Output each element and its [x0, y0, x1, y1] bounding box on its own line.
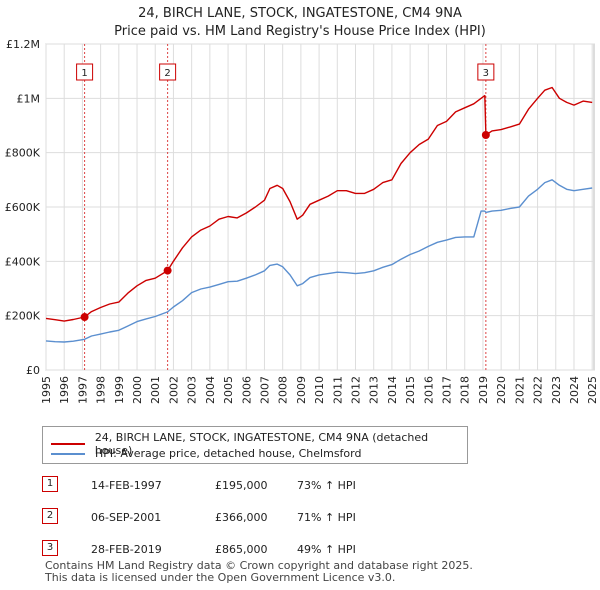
x-tick-label: 2025	[586, 376, 599, 404]
hpi-line	[45, 179, 593, 343]
price-chart: £0 £200K £400K £600K £800K £1M £1.2M 1995 1996 19…	[5, 38, 599, 404]
sale-date: 28-FEB-2019	[91, 543, 162, 556]
table-row: 3 28-FEB-2019 £865,000 49% ↑ HPI	[42, 538, 462, 570]
x-tick-label: 1995	[40, 376, 53, 404]
x-tick-label: 2013	[368, 376, 381, 404]
x-tick-label: 2024	[568, 376, 581, 404]
x-tick-label: 2017	[441, 376, 454, 404]
sale-marker-label: 3	[483, 68, 489, 79]
x-tick-label: 1998	[95, 376, 108, 404]
x-tick-label: 1996	[58, 376, 71, 404]
legend-swatch-hpi	[51, 452, 85, 455]
sale-number-badge: 1	[42, 476, 58, 492]
sale-marker-label: 1	[81, 68, 87, 79]
x-tick-label: 1997	[76, 376, 89, 404]
chart-subtitle: Price paid vs. HM Land Registry's House …	[114, 24, 486, 39]
x-tick-label: 2002	[167, 376, 180, 404]
x-tick-label: 2000	[131, 376, 144, 404]
legend-label-property: 24, BIRCH LANE, STOCK, INGATESTONE, CM4 …	[94, 431, 429, 457]
sale-marker-label: 2	[164, 68, 170, 79]
y-tick-label: £800K	[5, 147, 41, 160]
y-tick-label: £1M	[17, 92, 41, 105]
sale-hpi-diff: 73% ↑ HPI	[297, 479, 356, 492]
x-tick-label: 2005	[222, 376, 235, 404]
x-tick-label: 2007	[258, 376, 271, 404]
x-tick-label: 2019	[477, 376, 490, 404]
x-tick-label: 2009	[295, 376, 308, 404]
table-row: 1 14-FEB-1997 £195,000 73% ↑ HPI	[42, 474, 462, 506]
x-tick-label: 2004	[204, 376, 217, 404]
legend-item-hpi: HPI: Average price, detached house, Chel…	[51, 447, 361, 460]
sale-price: £195,000	[215, 479, 268, 492]
sale-number-badge: 2	[42, 508, 58, 524]
footer-licence: This data is licensed under the Open Gov…	[45, 571, 396, 584]
sales-table: 1 14-FEB-1997 £195,000 73% ↑ HPI 2 06-SE…	[42, 474, 462, 570]
x-tick-label: 2023	[550, 376, 563, 404]
y-tick-label: £600K	[5, 201, 41, 214]
table-row: 2 06-SEP-2001 £366,000 71% ↑ HPI	[42, 506, 462, 538]
sale-marker-box	[159, 63, 177, 81]
legend-item-property: 24, BIRCH LANE, STOCK, INGATESTONE, CM4 …	[51, 431, 467, 457]
property-price-line	[45, 86, 593, 322]
legend: 24, BIRCH LANE, STOCK, INGATESTONE, CM4 …	[42, 426, 468, 464]
chart-title: 24, BIRCH LANE, STOCK, INGATESTONE, CM4 …	[138, 6, 462, 21]
sale-date: 06-SEP-2001	[91, 511, 162, 524]
x-tick-label: 2006	[240, 376, 253, 404]
x-tick-label: 1999	[113, 376, 126, 404]
sale-marker-box	[76, 63, 94, 81]
y-tick-label: £200K	[5, 310, 41, 323]
sale-marker-box	[477, 63, 495, 81]
x-tick-label: 2003	[186, 376, 199, 404]
y-tick-label: £400K	[5, 255, 41, 268]
legend-label-hpi: HPI: Average price, detached house, Chel…	[95, 447, 362, 460]
x-tick-label: 2014	[386, 376, 399, 404]
y-tick-label: £1.2M	[6, 38, 40, 51]
sale-number-badge: 3	[42, 540, 58, 556]
x-tick-label: 2016	[422, 376, 435, 404]
x-tick-label: 2008	[277, 376, 290, 404]
x-tick-label: 2022	[532, 376, 545, 404]
x-tick-label: 2012	[350, 376, 363, 404]
legend-swatch-property	[51, 443, 85, 445]
sale-price: £865,000	[215, 543, 268, 556]
sale-point	[80, 313, 89, 322]
footer: Contains HM Land Registry data © Crown c…	[45, 560, 473, 584]
sale-date: 14-FEB-1997	[91, 479, 162, 492]
x-tick-label: 2018	[459, 376, 472, 404]
sale-price: £366,000	[215, 511, 268, 524]
x-tick-label: 2015	[404, 376, 417, 404]
sale-point	[481, 131, 490, 140]
x-tick-label: 2020	[495, 376, 508, 404]
x-tick-label: 2011	[331, 376, 344, 404]
x-tick-label: 2021	[513, 376, 526, 404]
x-tick-label: 2010	[313, 376, 326, 404]
y-tick-label: £0	[26, 364, 40, 377]
sale-hpi-diff: 71% ↑ HPI	[297, 511, 356, 524]
x-tick-label: 2001	[149, 376, 162, 404]
sale-point	[163, 266, 172, 275]
sale-hpi-diff: 49% ↑ HPI	[297, 543, 356, 556]
footer-copyright: Contains HM Land Registry data © Crown c…	[45, 559, 473, 572]
